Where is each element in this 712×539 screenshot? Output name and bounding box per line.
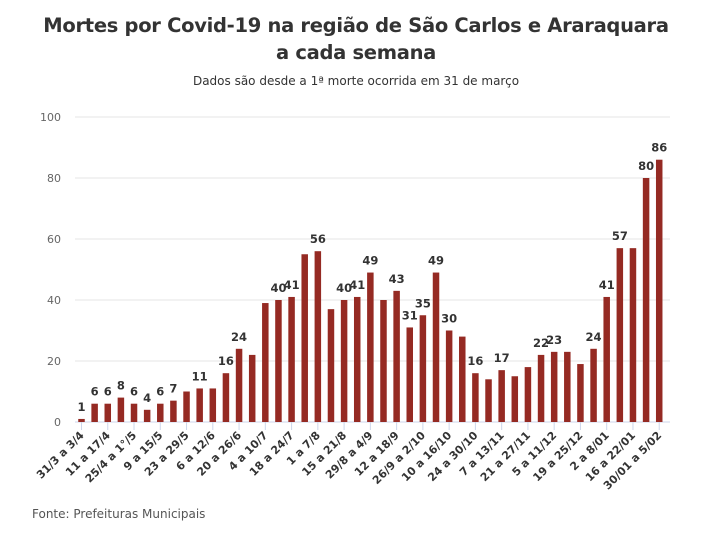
- bar: [511, 376, 519, 422]
- bar: [498, 370, 505, 422]
- data-label: 56: [310, 232, 326, 246]
- bar: [537, 354, 545, 422]
- data-label: 6: [104, 385, 112, 399]
- bar: [91, 403, 98, 422]
- data-label: 41: [349, 278, 365, 292]
- bar: [196, 388, 203, 422]
- data-label: 7: [169, 382, 177, 396]
- bar: [248, 354, 256, 422]
- bar: [380, 300, 387, 422]
- bar: [367, 272, 374, 422]
- bar: [524, 367, 532, 422]
- data-label: 40: [336, 281, 352, 295]
- bar: [472, 373, 479, 422]
- data-label: 86: [651, 141, 667, 155]
- data-label: 4: [143, 391, 151, 405]
- bar: [157, 403, 164, 422]
- data-label: 22: [533, 336, 549, 350]
- y-tick-label: 40: [47, 294, 61, 307]
- bar: [577, 364, 584, 422]
- bar: [353, 296, 361, 422]
- data-label: 1: [77, 400, 85, 414]
- bar: [340, 300, 348, 422]
- bar: [143, 409, 151, 422]
- bar: [616, 248, 624, 422]
- data-label: 6: [156, 385, 164, 399]
- bar: [642, 178, 650, 422]
- bar: [603, 296, 610, 422]
- data-label: 40: [270, 281, 286, 295]
- data-label: 41: [284, 278, 300, 292]
- chart-title: Mortes por Covid-19 na região de São Car…: [43, 14, 669, 64]
- data-label: 6: [130, 385, 138, 399]
- bar: [222, 373, 230, 422]
- source-note: Fonte: Prefeituras Municipais: [32, 507, 206, 521]
- bar: [209, 388, 217, 422]
- bar: [655, 159, 663, 422]
- data-label: 43: [389, 272, 405, 286]
- data-label: 49: [428, 254, 444, 268]
- data-label: 35: [415, 296, 431, 310]
- data-label: 57: [612, 229, 628, 243]
- bar: [275, 300, 282, 422]
- data-label: 49: [362, 254, 378, 268]
- data-label: 24: [231, 330, 247, 344]
- data-label: 6: [91, 385, 99, 399]
- data-label: 41: [599, 278, 615, 292]
- data-label: 31: [402, 308, 418, 322]
- bar: [590, 348, 597, 422]
- data-label: 30: [441, 312, 457, 326]
- bar: [564, 351, 571, 422]
- y-tick-label: 0: [54, 416, 61, 429]
- data-label: 80: [638, 159, 654, 173]
- bar: [78, 418, 85, 422]
- bar: [327, 309, 335, 422]
- y-tick-label: 80: [47, 172, 61, 185]
- bar: [406, 327, 413, 422]
- data-label: 24: [586, 330, 602, 344]
- bar: [459, 336, 466, 422]
- bar: [170, 400, 177, 422]
- bar: [130, 403, 138, 422]
- bar: [629, 248, 637, 422]
- data-label: 16: [218, 354, 234, 368]
- bar: [104, 403, 112, 422]
- bar: [288, 296, 295, 422]
- y-tick-label: 60: [47, 233, 61, 246]
- data-label: 8: [117, 379, 125, 393]
- data-label: 11: [192, 369, 208, 383]
- bar: [485, 379, 492, 422]
- bar: [445, 330, 453, 422]
- bar: [393, 290, 400, 422]
- bar: [262, 303, 269, 422]
- data-label: 23: [546, 333, 562, 347]
- y-tick-label: 100: [40, 111, 61, 124]
- data-label: 17: [494, 351, 510, 365]
- bar: [183, 391, 190, 422]
- bar: [432, 272, 440, 422]
- bar: [314, 251, 322, 422]
- bar: [419, 315, 427, 422]
- bar: [301, 254, 308, 422]
- bar: [117, 397, 125, 422]
- chart-subtitle: Dados são desde a 1ª morte ocorrida em 3…: [192, 74, 520, 88]
- y-tick-label: 20: [47, 355, 61, 368]
- bar: [235, 348, 243, 422]
- data-label: 16: [467, 354, 483, 368]
- bar: [550, 351, 558, 422]
